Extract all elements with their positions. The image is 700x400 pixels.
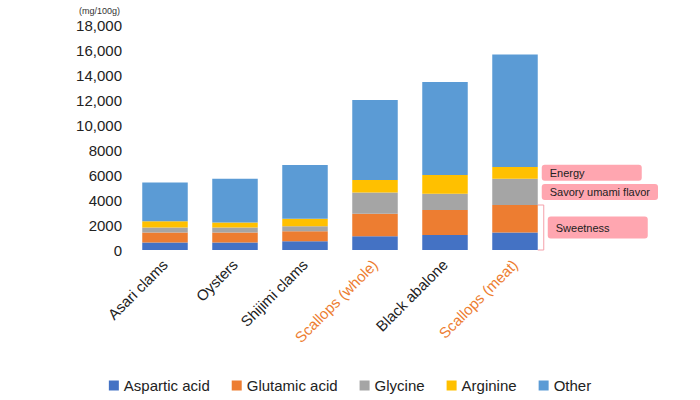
svg-text:Aspartic acid: Aspartic acid [124, 377, 210, 394]
svg-text:Savory umami flavor: Savory umami flavor [550, 186, 651, 198]
svg-text:10,000: 10,000 [76, 117, 122, 134]
svg-text:6000: 6000 [89, 167, 122, 184]
svg-text:Asari clams: Asari clams [104, 256, 171, 323]
svg-text:12,000: 12,000 [76, 92, 122, 109]
svg-text:Arginine: Arginine [462, 377, 517, 394]
svg-text:2000: 2000 [89, 217, 122, 234]
svg-text:Energy: Energy [550, 167, 585, 179]
svg-text:Shijimi clams: Shijimi clams [237, 256, 311, 330]
svg-text:16,000: 16,000 [76, 42, 122, 59]
svg-text:Glycine: Glycine [375, 377, 425, 394]
svg-text:Sweetness: Sweetness [556, 222, 610, 234]
svg-text:Glutamic acid: Glutamic acid [247, 377, 338, 394]
svg-text:4000: 4000 [89, 192, 122, 209]
svg-text:Scallops (whole): Scallops (whole) [291, 256, 381, 346]
svg-text:Other: Other [554, 377, 592, 394]
svg-text:8000: 8000 [89, 142, 122, 159]
svg-text:0: 0 [114, 242, 122, 259]
svg-text:(mg/100g): (mg/100g) [79, 6, 120, 16]
svg-text:Black abalone: Black abalone [372, 256, 451, 335]
svg-text:Scallops (meat): Scallops (meat) [435, 256, 521, 342]
svg-text:14,000: 14,000 [76, 67, 122, 84]
svg-text:18,000: 18,000 [76, 17, 122, 34]
svg-text:Oysters: Oysters [192, 256, 241, 305]
